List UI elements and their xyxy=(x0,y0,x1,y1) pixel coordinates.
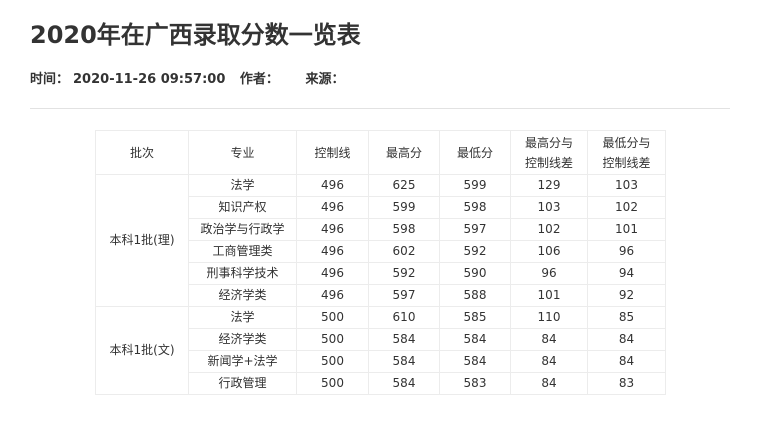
column-header-max-score: 最高分 xyxy=(368,130,440,175)
max-diff-cell: 84 xyxy=(510,372,588,395)
min-diff-cell: 83 xyxy=(587,372,666,395)
min-diff-cell: 96 xyxy=(587,240,666,263)
table-row: 本科1批(理) 法学 496 625 599 129 103 xyxy=(95,174,666,307)
major-cell: 经济学类 xyxy=(188,328,297,351)
column-header-batch: 批次 xyxy=(95,130,189,175)
control-line-cell: 496 xyxy=(296,196,369,219)
max-diff-cell: 106 xyxy=(510,240,588,263)
time-label: 时间： xyxy=(30,72,70,87)
control-line-cell: 500 xyxy=(296,306,369,329)
min-score-cell: 583 xyxy=(439,372,511,395)
min-diff-cell: 92 xyxy=(587,284,666,307)
table-row: 知识产权 496 599 598 103 102 xyxy=(96,196,666,219)
column-header-min-diff: 最低分与 控制线差 xyxy=(587,130,666,175)
control-line-cell: 496 xyxy=(296,262,369,285)
major-cell: 经济学类 xyxy=(188,284,297,307)
time-value: 2020-11-26 09:57:00 xyxy=(73,72,226,87)
max-diff-cell: 103 xyxy=(510,196,588,219)
major-cell: 法学 xyxy=(188,174,297,197)
control-line-cell: 496 xyxy=(296,240,369,263)
min-score-cell: 597 xyxy=(439,218,511,241)
control-line-cell: 496 xyxy=(296,284,369,307)
min-diff-cell: 84 xyxy=(587,350,666,373)
max-diff-cell: 96 xyxy=(510,262,588,285)
major-cell: 新闻学+法学 xyxy=(188,350,297,373)
max-diff-cell: 84 xyxy=(510,350,588,373)
batch-cell: 本科1批(文) xyxy=(95,306,189,395)
min-score-cell: 592 xyxy=(439,240,511,263)
table-row: 刑事科学技术 496 592 590 96 94 xyxy=(96,262,666,285)
major-cell: 法学 xyxy=(188,306,297,329)
control-line-cell: 496 xyxy=(296,218,369,241)
author-label: 作者： xyxy=(239,72,279,87)
max-score-cell: 599 xyxy=(368,196,440,219)
max-diff-cell: 84 xyxy=(510,328,588,351)
source-label: 来源： xyxy=(305,72,345,87)
max-score-cell: 625 xyxy=(368,174,440,197)
control-line-cell: 500 xyxy=(296,350,369,373)
max-score-cell: 584 xyxy=(368,350,440,373)
min-score-cell: 585 xyxy=(439,306,511,329)
min-diff-cell: 103 xyxy=(587,174,666,197)
min-score-cell: 599 xyxy=(439,174,511,197)
max-score-cell: 597 xyxy=(368,284,440,307)
max-diff-cell: 102 xyxy=(510,218,588,241)
min-score-cell: 590 xyxy=(439,262,511,285)
max-diff-cell: 110 xyxy=(510,306,588,329)
control-line-cell: 500 xyxy=(296,328,369,351)
table-header-row: 批次 专业 控制线 最高分 最低分 最高分与 控制线差 最低分与 控制线差 xyxy=(95,130,666,175)
min-diff-cell: 84 xyxy=(587,328,666,351)
score-table: 批次 专业 控制线 最高分 最低分 最高分与 控制线差 最低分与 控制线差 本科1批(理) 法学 49… xyxy=(95,130,666,395)
max-score-cell: 584 xyxy=(368,328,440,351)
batch-cell: 本科1批(理) xyxy=(95,174,189,307)
table-row: 工商管理类 496 602 592 106 96 xyxy=(96,240,666,263)
max-diff-cell: 129 xyxy=(510,174,588,197)
min-score-cell: 584 xyxy=(439,328,511,351)
max-score-cell: 610 xyxy=(368,306,440,329)
major-cell: 行政管理 xyxy=(188,372,297,395)
max-score-cell: 598 xyxy=(368,218,440,241)
major-cell: 刑事科学技术 xyxy=(188,262,297,285)
page-title: 2020年在广西录取分数一览表 xyxy=(30,21,361,49)
max-score-cell: 602 xyxy=(368,240,440,263)
column-header-max-diff: 最高分与 控制线差 xyxy=(510,130,588,175)
column-header-control-line: 控制线 xyxy=(296,130,369,175)
min-score-cell: 584 xyxy=(439,350,511,373)
max-diff-cell: 101 xyxy=(510,284,588,307)
min-score-cell: 588 xyxy=(439,284,511,307)
divider xyxy=(30,108,730,109)
min-diff-cell: 101 xyxy=(587,218,666,241)
control-line-cell: 496 xyxy=(296,174,369,197)
min-diff-cell: 85 xyxy=(587,306,666,329)
max-score-cell: 592 xyxy=(368,262,440,285)
table-row: 本科1批(文) 法学 500 610 585 110 85 xyxy=(95,306,666,395)
major-cell: 工商管理类 xyxy=(188,240,297,263)
column-header-major: 专业 xyxy=(188,130,297,175)
article-meta: 时间： 2020-11-26 09:57:00 作者： 来源： xyxy=(30,70,352,90)
major-cell: 知识产权 xyxy=(188,196,297,219)
min-diff-cell: 94 xyxy=(587,262,666,285)
max-score-cell: 584 xyxy=(368,372,440,395)
min-score-cell: 598 xyxy=(439,196,511,219)
control-line-cell: 500 xyxy=(296,372,369,395)
table-row: 行政管理 500 584 583 84 83 xyxy=(96,372,666,395)
min-diff-cell: 102 xyxy=(587,196,666,219)
major-cell: 政治学与行政学 xyxy=(188,218,297,241)
column-header-min-score: 最低分 xyxy=(439,130,511,175)
